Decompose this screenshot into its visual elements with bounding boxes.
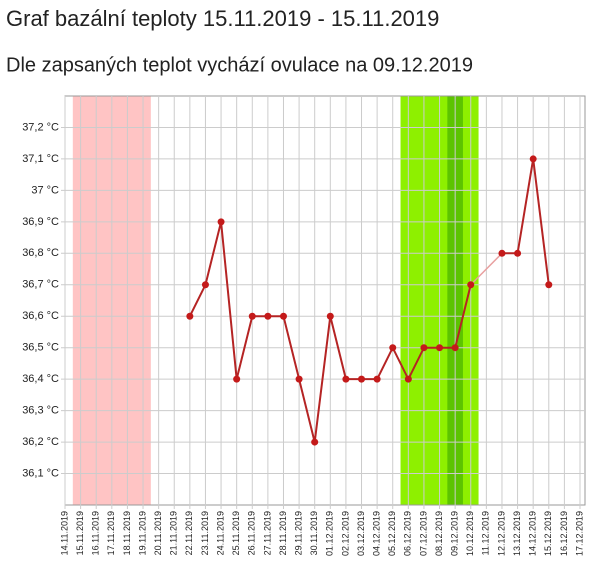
x-tick-label: 24.11.2019 [215, 511, 225, 555]
temperature-dot [233, 375, 241, 383]
temperature-dot [451, 344, 459, 352]
temperature-dot [514, 249, 522, 257]
temperature-dot [248, 312, 256, 320]
temperature-dot [404, 375, 412, 383]
temperature-dot [358, 375, 366, 383]
x-tick-label: 02.12.2019 [340, 511, 350, 556]
x-tick-label: 03.12.2019 [356, 511, 366, 556]
chart-subtitle: Dle zapsaných teplot vychází ovulace na … [6, 54, 473, 76]
temperature-dot [295, 375, 303, 383]
x-tick-label: 05.12.2019 [387, 511, 397, 556]
x-tick-label: 23.11.2019 [200, 511, 210, 555]
x-tick-label: 17.11.2019 [106, 511, 116, 555]
x-tick-label: 07.12.2019 [418, 511, 428, 556]
x-tick-label: 18.11.2019 [122, 511, 132, 555]
chart-title: Graf bazální teploty 15.11.2019 - 15.11.… [6, 6, 439, 31]
x-tick-label: 16.12.2019 [559, 511, 569, 556]
temperature-dot [217, 218, 225, 226]
y-tick-label: 36,4 °C [22, 373, 59, 385]
x-tick-label: 15.12.2019 [543, 511, 553, 556]
x-tick-label: 11.12.2019 [481, 511, 491, 555]
x-tick-label: 12.12.2019 [496, 511, 506, 556]
y-tick-label: 36,3 °C [22, 405, 59, 417]
x-tick-label: 26.11.2019 [247, 511, 257, 555]
y-tick-label: 36,1 °C [22, 467, 59, 479]
temperature-dot [436, 344, 444, 352]
y-tick-label: 36,9 °C [22, 216, 59, 228]
x-tick-label: 14.12.2019 [528, 511, 538, 556]
temperature-dot [311, 438, 319, 446]
x-tick-label: 16.11.2019 [91, 511, 101, 555]
temperature-dot [467, 281, 475, 289]
x-tick-label: 14.11.2019 [59, 511, 69, 555]
x-tick-label: 20.11.2019 [153, 511, 163, 555]
x-tick-label: 27.11.2019 [262, 511, 272, 555]
temperature-dot [389, 344, 397, 352]
x-tick-label: 13.12.2019 [512, 511, 522, 556]
temperature-dot [545, 281, 553, 289]
x-tick-label: 22.11.2019 [184, 511, 194, 555]
x-tick-label: 28.11.2019 [278, 511, 288, 555]
x-tick-label: 19.11.2019 [137, 511, 147, 555]
x-tick-label: 29.11.2019 [293, 511, 303, 555]
temperature-dot [498, 249, 506, 257]
x-tick-label: 21.11.2019 [169, 511, 179, 555]
y-tick-label: 36,2 °C [22, 436, 59, 448]
x-tick-label: 09.12.2019 [450, 511, 460, 556]
y-tick-label: 37,2 °C [22, 121, 59, 133]
temperature-dot [529, 155, 537, 163]
x-tick-label: 17.12.2019 [574, 511, 584, 556]
temperature-dot [201, 281, 209, 289]
x-tick-label: 08.12.2019 [434, 511, 444, 556]
temperature-dot [264, 312, 272, 320]
temperature-dot [326, 312, 334, 320]
x-tick-label: 30.11.2019 [309, 511, 319, 555]
x-tick-label: 25.11.2019 [231, 511, 241, 555]
x-tick-label: 06.12.2019 [403, 511, 413, 556]
y-tick-label: 36,8 °C [22, 247, 59, 259]
y-tick-label: 37,1 °C [22, 153, 59, 165]
temperature-line [188, 158, 550, 443]
temperature-dot [373, 375, 381, 383]
x-tick-label: 04.12.2019 [371, 511, 381, 556]
temperature-dot [186, 312, 194, 320]
temperature-dot [342, 375, 350, 383]
temperature-dot [279, 312, 287, 320]
temperature-dot [420, 344, 428, 352]
y-tick-label: 37 °C [31, 184, 59, 196]
y-tick-label: 36,5 °C [22, 342, 59, 354]
x-tick-label: 15.11.2019 [75, 511, 85, 555]
gap-connector [470, 252, 503, 286]
x-tick-label: 01.12.2019 [325, 511, 335, 556]
x-tick-label: 10.12.2019 [465, 511, 475, 556]
y-tick-label: 36,7 °C [22, 279, 59, 291]
y-tick-label: 36,6 °C [22, 310, 59, 322]
